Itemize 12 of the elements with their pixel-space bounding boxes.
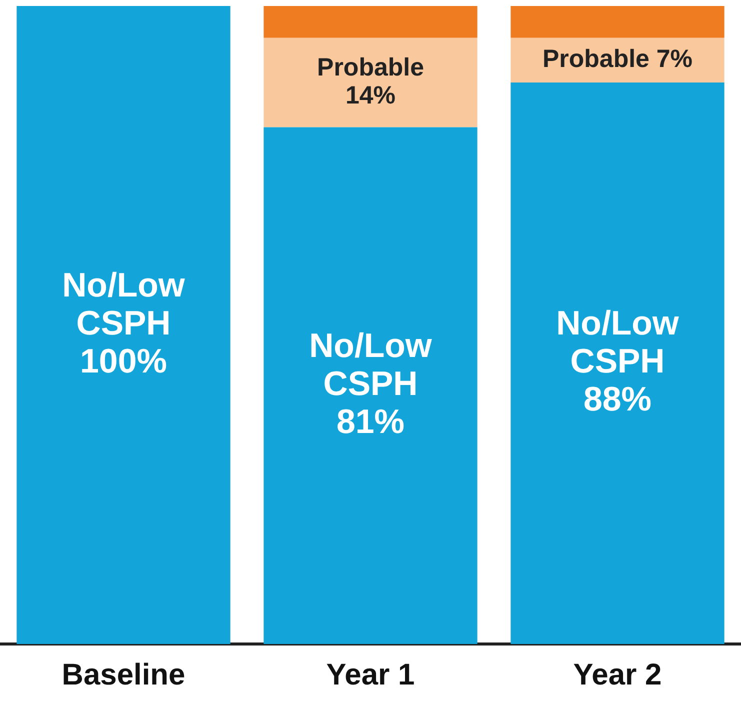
text: No/Low CSPH xyxy=(309,326,432,403)
data-label: 81% xyxy=(336,403,405,442)
text: No/Low CSPH xyxy=(556,304,679,381)
x-tick-label: Year 2 xyxy=(573,658,662,692)
series-label: Probable xyxy=(317,53,424,82)
data-label: 14% xyxy=(345,81,396,110)
x-tick-label: Baseline xyxy=(62,658,186,692)
data-label: 88% xyxy=(583,380,652,419)
x-tick-label: Year 1 xyxy=(326,658,415,692)
series-label: No/Low CSPH xyxy=(62,266,186,342)
data-label: 100% xyxy=(80,342,167,380)
text: Probable 7% xyxy=(542,45,693,74)
